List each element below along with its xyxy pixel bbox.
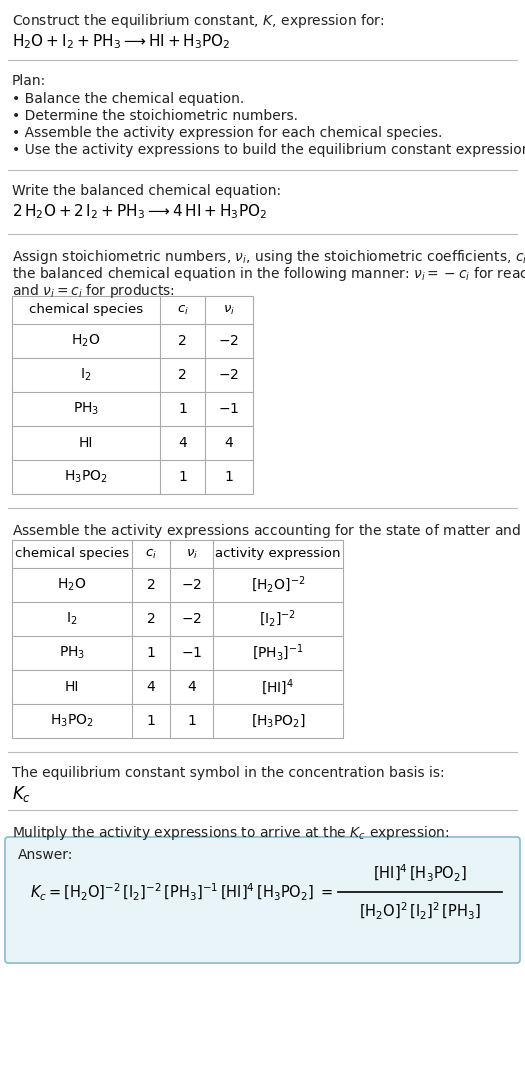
Text: $\mathrm{I_2}$: $\mathrm{I_2}$ (66, 611, 78, 627)
Text: $[\mathrm{HI}]^4$: $[\mathrm{HI}]^4$ (261, 677, 295, 697)
Text: 1: 1 (178, 402, 187, 417)
Text: 4: 4 (225, 436, 234, 450)
Text: $-1$: $-1$ (218, 402, 239, 417)
Text: activity expression: activity expression (215, 548, 341, 561)
Text: 2: 2 (178, 334, 187, 348)
Text: $\mathrm{H_2O + I_2 + PH_3} \longrightarrow \mathrm{HI + H_3PO_2}$: $\mathrm{H_2O + I_2 + PH_3} \longrightar… (12, 32, 230, 50)
Text: • Assemble the activity expression for each chemical species.: • Assemble the activity expression for e… (12, 126, 443, 140)
Text: HI: HI (79, 436, 93, 450)
Text: $\mathrm{2\,H_2O + 2\,I_2 + PH_3} \longrightarrow \mathrm{4\,HI + H_3PO_2}$: $\mathrm{2\,H_2O + 2\,I_2 + PH_3} \longr… (12, 202, 267, 221)
Text: $\mathrm{H_2O}$: $\mathrm{H_2O}$ (57, 577, 87, 593)
Text: Assemble the activity expressions accounting for the state of matter and $\nu_i$: Assemble the activity expressions accoun… (12, 522, 525, 540)
FancyBboxPatch shape (5, 837, 520, 963)
Text: • Determine the stoichiometric numbers.: • Determine the stoichiometric numbers. (12, 109, 298, 123)
Text: $\mathrm{H_2O}$: $\mathrm{H_2O}$ (71, 333, 101, 349)
Text: $-2$: $-2$ (218, 368, 239, 382)
Text: 2: 2 (146, 612, 155, 626)
Text: Mulitply the activity expressions to arrive at the $K_c$ expression:: Mulitply the activity expressions to arr… (12, 824, 449, 842)
Text: Plan:: Plan: (12, 74, 46, 88)
Text: • Use the activity expressions to build the equilibrium constant expression.: • Use the activity expressions to build … (12, 143, 525, 157)
Text: Construct the equilibrium constant, $K$, expression for:: Construct the equilibrium constant, $K$,… (12, 12, 384, 30)
Text: 2: 2 (146, 578, 155, 592)
Text: and $\nu_i = c_i$ for products:: and $\nu_i = c_i$ for products: (12, 282, 175, 300)
Text: $-2$: $-2$ (218, 334, 239, 348)
Text: Answer:: Answer: (18, 848, 74, 862)
Text: chemical species: chemical species (29, 303, 143, 316)
Text: $\nu_i$: $\nu_i$ (185, 548, 197, 561)
Text: 2: 2 (178, 368, 187, 382)
Text: Write the balanced chemical equation:: Write the balanced chemical equation: (12, 184, 281, 198)
Text: $[\mathrm{I_2}]^{-2}$: $[\mathrm{I_2}]^{-2}$ (259, 609, 297, 629)
Text: $[\mathrm{H_3PO_2}]$: $[\mathrm{H_3PO_2}]$ (250, 712, 306, 729)
Text: Assign stoichiometric numbers, $\nu_i$, using the stoichiometric coefficients, $: Assign stoichiometric numbers, $\nu_i$, … (12, 248, 525, 266)
Text: 1: 1 (178, 470, 187, 484)
Text: $\mathrm{I_2}$: $\mathrm{I_2}$ (80, 366, 92, 383)
Text: $c_i$: $c_i$ (176, 303, 188, 316)
Text: 1: 1 (225, 470, 234, 484)
Text: $K_c$: $K_c$ (12, 784, 31, 804)
Text: $\mathrm{PH_3}$: $\mathrm{PH_3}$ (73, 400, 99, 418)
Text: 4: 4 (178, 436, 187, 450)
Text: • Balance the chemical equation.: • Balance the chemical equation. (12, 92, 244, 106)
Text: $[\mathrm{H_2O}]^{-2}$: $[\mathrm{H_2O}]^{-2}$ (251, 575, 305, 595)
Bar (12, 540, 343, 738)
Text: 1: 1 (146, 714, 155, 728)
Text: $[\mathrm{H_2O}]^2\,[\mathrm{I_2}]^2\,[\mathrm{PH_3}]$: $[\mathrm{H_2O}]^2\,[\mathrm{I_2}]^2\,[\… (359, 900, 481, 922)
Text: $-2$: $-2$ (181, 578, 202, 592)
Text: $\mathrm{H_3PO_2}$: $\mathrm{H_3PO_2}$ (64, 469, 108, 485)
Text: the balanced chemical equation in the following manner: $\nu_i = -c_i$ for react: the balanced chemical equation in the fo… (12, 265, 525, 283)
Text: chemical species: chemical species (15, 548, 129, 561)
Text: 4: 4 (187, 680, 196, 694)
Text: $c_i$: $c_i$ (145, 548, 157, 561)
Text: $-2$: $-2$ (181, 612, 202, 626)
Text: $[\mathrm{HI}]^4\,[\mathrm{H_3PO_2}]$: $[\mathrm{HI}]^4\,[\mathrm{H_3PO_2}]$ (373, 863, 467, 883)
Text: $\nu_i$: $\nu_i$ (223, 303, 235, 316)
Text: 1: 1 (146, 646, 155, 660)
Text: The equilibrium constant symbol in the concentration basis is:: The equilibrium constant symbol in the c… (12, 766, 445, 780)
Text: 4: 4 (146, 680, 155, 694)
Text: $[\mathrm{PH_3}]^{-1}$: $[\mathrm{PH_3}]^{-1}$ (252, 643, 304, 663)
Bar (12, 296, 253, 494)
Text: $\mathrm{PH_3}$: $\mathrm{PH_3}$ (59, 645, 85, 661)
Text: $K_c = [\mathrm{H_2O}]^{-2}\,[\mathrm{I_2}]^{-2}\,[\mathrm{PH_3}]^{-1}\,[\mathrm: $K_c = [\mathrm{H_2O}]^{-2}\,[\mathrm{I_… (30, 881, 333, 902)
Text: $-1$: $-1$ (181, 646, 202, 660)
Text: HI: HI (65, 680, 79, 694)
Text: 1: 1 (187, 714, 196, 728)
Text: $\mathrm{H_3PO_2}$: $\mathrm{H_3PO_2}$ (50, 712, 94, 729)
